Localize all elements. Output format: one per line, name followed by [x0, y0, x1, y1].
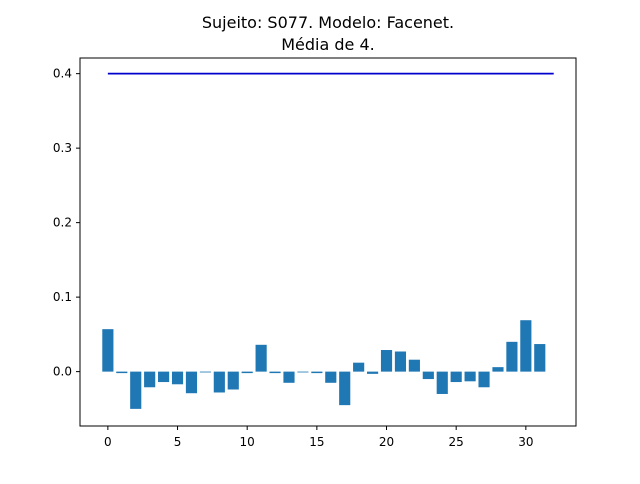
bar [213, 371, 225, 393]
bar [506, 341, 518, 372]
y-tick-label: 0.2 [53, 216, 72, 230]
bar [380, 350, 393, 372]
bar [311, 371, 323, 374]
bar [171, 371, 184, 385]
bar [325, 371, 337, 383]
bar [534, 344, 546, 372]
bar [116, 371, 128, 374]
bar [464, 371, 476, 382]
plot-area-frame [79, 57, 577, 427]
bar [158, 371, 170, 383]
bar [422, 371, 434, 380]
bar [492, 367, 504, 372]
bar [339, 371, 351, 406]
x-tick-label: 0 [104, 435, 112, 449]
bar [102, 329, 114, 372]
bar [367, 371, 379, 374]
y-axis: 0.0 0.1 0.2 0.3 0.4 [53, 67, 80, 379]
x-tick-label: 15 [309, 435, 324, 449]
bars-layer [102, 320, 546, 409]
y-tick-label: 0.1 [53, 290, 72, 304]
bar [408, 359, 420, 372]
bar [241, 371, 253, 374]
bar [199, 371, 211, 373]
x-axis: 0 5 10 15 20 25 30 [104, 426, 533, 449]
bar [520, 320, 532, 372]
chart-subtitle: Média de 4. [281, 35, 375, 54]
bar [450, 371, 462, 383]
x-tick-label: 10 [240, 435, 255, 449]
y-tick-label: 0.0 [53, 365, 72, 379]
bar [185, 371, 198, 394]
x-tick-label: 25 [449, 435, 464, 449]
bar [144, 371, 156, 388]
y-tick-label: 0.3 [53, 141, 72, 155]
x-tick-label: 30 [518, 435, 533, 449]
bar [255, 344, 267, 372]
bar [436, 371, 448, 394]
bar [394, 351, 407, 372]
bar [283, 371, 295, 383]
bar [353, 362, 365, 372]
bar [130, 371, 142, 409]
bar [297, 371, 309, 373]
x-tick-label: 5 [174, 435, 182, 449]
x-tick-label: 20 [379, 435, 394, 449]
y-tick-label: 0.4 [53, 67, 72, 81]
chart-title: Sujeito: S077. Modelo: Facenet. [202, 13, 454, 32]
bar [269, 371, 281, 374]
bar [478, 371, 490, 388]
bar [227, 371, 239, 390]
